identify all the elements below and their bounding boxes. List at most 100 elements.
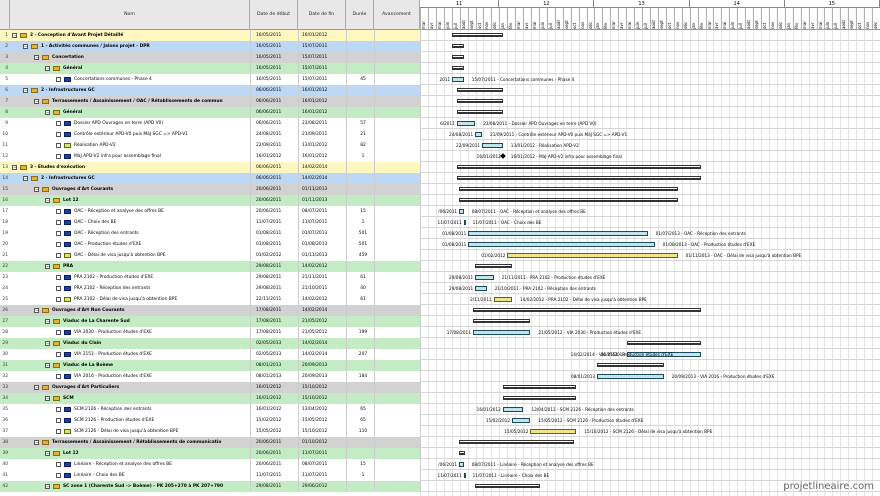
task-row[interactable]: 8 − Général 06/06/2011 16/01/2012 [0,107,880,118]
summary-bar[interactable] [452,33,503,37]
col-header-duration[interactable]: Durée [346,0,374,30]
summary-bar[interactable] [452,66,464,70]
collapse-toggle-icon[interactable]: − [45,484,50,489]
collapse-toggle-icon[interactable]: − [34,99,39,104]
collapse-toggle-icon[interactable]: − [45,319,50,324]
task-row[interactable]: 15 − Ouvrages d'Art Courants 20/06/2011 01/1… [0,184,880,195]
task-row[interactable]: 11 Réalisation APD-V2 22/09/2011 13/01/2012… [0,140,880,151]
task-bar[interactable] [475,286,487,291]
task-row[interactable]: 16 − Lot 12 20/06/2011 01/11/2013 [0,195,880,206]
task-bar[interactable] [459,462,464,467]
task-bar[interactable] [459,209,464,214]
task-row[interactable]: 9 Dossier APD Ouvrages en terre (APD V0) 0… [0,118,880,129]
task-row[interactable]: 24 PRA 2102 - Réception des entrants 29/08… [0,283,880,294]
task-row[interactable]: 12 MàJ APD-V2 infra pour assemblage final… [0,151,880,162]
task-row[interactable]: 22 − PRA 29/08/2011 14/02/2012 [0,261,880,272]
task-row[interactable]: 14 − 2 - Infrastructures GC 06/06/2011 14/02… [0,173,880,184]
task-row[interactable]: 20 OAC - Production études d'EXE 01/08/201… [0,239,880,250]
col-header-progress[interactable]: Avancement [374,0,420,30]
collapse-toggle-icon[interactable]: − [23,88,28,93]
task-bar[interactable] [456,121,476,126]
summary-bar[interactable] [472,319,531,323]
task-row[interactable]: 35 SCM 2126 - Réception des entrants 16/01… [0,404,880,415]
task-bar[interactable] [482,143,503,148]
task-row[interactable]: 18 OAC - Choix des BE 11/07/2011 11/07/2011… [0,217,880,228]
summary-bar[interactable] [459,451,465,455]
task-row[interactable]: 10 Contrôle extérieur APD-V0 puis MàJ SGC… [0,129,880,140]
summary-bar[interactable] [502,396,577,400]
task-row[interactable]: 34 − SCM 16/01/2012 15/10/2012 [0,393,880,404]
task-row[interactable]: 32 VIA 2016 - Production études d'EXE 08/0… [0,371,880,382]
collapse-toggle-icon[interactable]: − [23,44,28,49]
task-row[interactable]: 30 VIA 2151 - Production études d'EXE 02/0… [0,349,880,360]
task-row[interactable]: 40 Linéaire - Réception et analyse des of… [0,459,880,470]
task-row[interactable]: 27 − Viaduc de La Charente Sud 17/08/2011 21… [0,316,880,327]
summary-bar[interactable] [456,110,503,114]
collapse-toggle-icon[interactable]: − [34,187,39,192]
task-row[interactable]: 36 SCM 2126 - Production études d'EXE 15/0… [0,415,880,426]
col-header-start[interactable]: Date de début [250,0,298,30]
collapse-toggle-icon[interactable]: − [45,66,50,71]
task-row[interactable]: 39 − Lot 12 20/06/2011 11/07/2011 [0,448,880,459]
task-row[interactable]: 5 Concertations communes - Phase 4 16/05/2… [0,74,880,85]
task-bar[interactable] [627,352,701,357]
collapse-toggle-icon[interactable]: − [34,385,39,390]
summary-bar[interactable] [459,187,678,191]
task-bar[interactable] [475,275,494,280]
summary-bar[interactable] [597,363,664,367]
task-bar[interactable] [502,407,524,412]
task-bar[interactable] [468,231,648,236]
summary-bar[interactable] [456,99,503,103]
collapse-toggle-icon[interactable]: − [45,264,50,269]
summary-bar[interactable] [456,176,701,180]
task-row[interactable]: 21 OAC - Délai de visa jusqu'à obtention … [0,250,880,261]
task-bar[interactable] [472,330,531,335]
collapse-toggle-icon[interactable]: − [45,363,50,368]
summary-bar[interactable] [459,198,678,202]
task-row[interactable]: 28 VIA 2030 - Production études d'EXE 17/0… [0,327,880,338]
summary-bar[interactable] [502,385,577,389]
task-bar[interactable] [512,418,531,423]
collapse-toggle-icon[interactable]: − [34,440,39,445]
collapse-toggle-icon[interactable]: − [45,110,50,115]
task-row[interactable]: 29 − Viaduc du Clain 02/05/2013 14/02/2014 [0,338,880,349]
task-row[interactable]: 7 − Terrassements / Assainissement / OAC /… [0,96,880,107]
task-row[interactable]: 13− 3 - Etudes d'exécution 06/06/2011 14/02… [0,162,880,173]
summary-bar[interactable] [627,341,701,345]
summary-bar[interactable] [475,264,512,268]
summary-bar[interactable] [452,44,464,48]
collapse-toggle-icon[interactable]: − [34,55,39,60]
task-row[interactable]: 41 Linéaire - Choix des BE 11/07/2011 11/07… [0,470,880,481]
col-header-num[interactable] [0,0,10,30]
summary-bar[interactable] [452,55,464,59]
summary-bar[interactable] [456,165,701,169]
summary-bar[interactable] [456,88,503,92]
task-row[interactable]: 19 OAC - Réception des entrants 01/08/2011… [0,228,880,239]
task-row[interactable]: 26 − Ouvrages d'Art Non Courants 17/08/2011… [0,305,880,316]
collapse-toggle-icon[interactable]: − [12,33,17,38]
collapse-toggle-icon[interactable]: − [45,451,50,456]
col-header-name[interactable]: Nom [10,0,250,30]
task-row[interactable]: 6 − 2 - Infrastructures GC 06/06/2011 16/01/… [0,85,880,96]
task-row[interactable]: 33 − Ouvrages d'Art Particuliers 16/01/2012… [0,382,880,393]
task-row[interactable]: 23 PRA 2102 - Production études d'EXE 29/0… [0,272,880,283]
task-row[interactable]: 3 − Concertation 16/05/2011 15/07/2011 [0,52,880,63]
collapse-toggle-icon[interactable]: − [45,341,50,346]
task-row[interactable]: 42 − SC zone 1 (Charente Sud -> Boème) - P… [0,481,880,492]
task-bar[interactable] [475,132,483,137]
task-bar[interactable] [463,220,466,225]
task-bar[interactable] [507,253,678,258]
col-header-end[interactable]: Date de fin [298,0,346,30]
task-row[interactable]: 31 − Viaduc de La Boème 08/01/2013 20/09/201… [0,360,880,371]
summary-bar[interactable] [472,308,701,312]
collapse-toggle-icon[interactable]: − [12,165,17,170]
task-row[interactable]: 2 − 1 - Activités communes / Jalons projet… [0,41,880,52]
task-bar[interactable] [597,374,664,379]
task-row[interactable]: 38 − Terrassements / Assainissement / Réta… [0,437,880,448]
summary-bar[interactable] [475,484,540,488]
task-row[interactable]: 37 SCM 2126 - Délai de visa jusqu'à obten… [0,426,880,437]
task-bar[interactable] [468,242,655,247]
collapse-toggle-icon[interactable]: − [34,308,39,313]
task-row[interactable]: 4 − Général 16/05/2011 15/07/2011 [0,63,880,74]
collapse-toggle-icon[interactable]: − [23,176,28,181]
